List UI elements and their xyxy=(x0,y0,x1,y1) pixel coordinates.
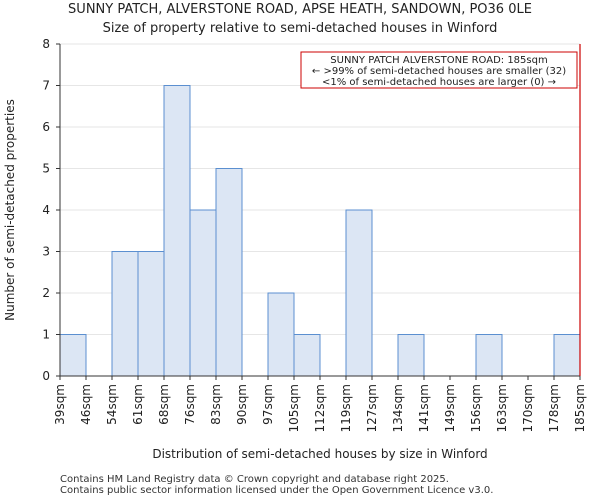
y-tick-label-8: 8 xyxy=(42,37,50,51)
footer-line-2: Contains public sector information licen… xyxy=(60,485,494,496)
x-tick-label-134sqm: 134sqm xyxy=(391,384,405,432)
chart-subtitle: Size of property relative to semi-detach… xyxy=(102,21,498,36)
x-axis-label: Distribution of semi-detached houses by … xyxy=(152,447,487,461)
x-tick-label-149sqm: 149sqm xyxy=(443,384,457,432)
bar-178sqm xyxy=(553,334,581,377)
annotation-line-3: <1% of semi-detached houses are larger (… xyxy=(322,77,556,88)
x-tick-label-46sqm: 46sqm xyxy=(79,384,93,425)
y-tick-label-4: 4 xyxy=(42,203,50,217)
bar-134sqm xyxy=(397,334,425,377)
x-tick-label-90sqm: 90sqm xyxy=(235,384,249,425)
bars xyxy=(59,85,581,377)
bar-61sqm xyxy=(137,251,165,377)
y-tick-label-2: 2 xyxy=(42,286,50,300)
y-tick-label-1: 1 xyxy=(42,328,50,342)
footer-line-1: Contains HM Land Registry data © Crown c… xyxy=(60,474,449,485)
x-tick-label-178sqm: 178sqm xyxy=(547,384,561,432)
bar-54sqm xyxy=(111,251,139,377)
x-tick-label-141sqm: 141sqm xyxy=(417,384,431,432)
annotation-line-2: ← >99% of semi-detached houses are small… xyxy=(312,66,566,77)
bar-83sqm xyxy=(215,168,243,377)
bar-97sqm xyxy=(267,292,295,377)
x-tick-label-97sqm: 97sqm xyxy=(261,384,275,425)
x-tick-label-61sqm: 61sqm xyxy=(131,384,145,425)
annotation-box: SUNNY PATCH ALVERSTONE ROAD: 185sqm ← >9… xyxy=(300,51,578,89)
y-tick-label-3: 3 xyxy=(42,245,50,259)
y-tick-label-7: 7 xyxy=(42,79,50,93)
x-tick-label-68sqm: 68sqm xyxy=(157,384,171,425)
y-axis-label: Number of semi-detached properties xyxy=(3,99,17,321)
x-tick-label-156sqm: 156sqm xyxy=(469,384,483,432)
bar-76sqm xyxy=(189,209,217,377)
x-tick-label-185sqm: 185sqm xyxy=(573,384,587,432)
x-tick-label-105sqm: 105sqm xyxy=(287,384,301,432)
bar-119sqm xyxy=(345,209,373,377)
bar-156sqm xyxy=(475,334,503,377)
x-ticks: 39sqm 46sqm 54sqm 61sqm 68sqm 76sqm 83sqm 90sqm… xyxy=(53,376,587,432)
chart-title: SUNNY PATCH, ALVERSTONE ROAD, APSE HEATH… xyxy=(68,2,532,17)
x-tick-label-112sqm: 112sqm xyxy=(313,384,327,432)
bar-68sqm xyxy=(163,85,191,377)
x-tick-label-76sqm: 76sqm xyxy=(183,384,197,425)
x-tick-label-127sqm: 127sqm xyxy=(365,384,379,432)
bar-39sqm xyxy=(59,334,87,377)
x-tick-label-119sqm: 119sqm xyxy=(339,384,353,432)
y-tick-label-6: 6 xyxy=(42,120,50,134)
bar-105sqm xyxy=(293,334,321,377)
annotation-border xyxy=(300,51,578,89)
x-tick-label-54sqm: 54sqm xyxy=(105,384,119,425)
y-tick-label-5: 5 xyxy=(42,162,50,176)
y-tick-label-0: 0 xyxy=(42,369,50,383)
y-ticks: 0 1 2 3 4 5 6 7 8 xyxy=(42,37,60,383)
x-tick-label-83sqm: 83sqm xyxy=(209,384,223,425)
x-tick-label-39sqm: 39sqm xyxy=(53,384,67,425)
x-tick-label-163sqm: 163sqm xyxy=(495,384,509,432)
annotation-line-1: SUNNY PATCH ALVERSTONE ROAD: 185sqm xyxy=(330,55,547,66)
x-tick-label-170sqm: 170sqm xyxy=(521,384,535,432)
